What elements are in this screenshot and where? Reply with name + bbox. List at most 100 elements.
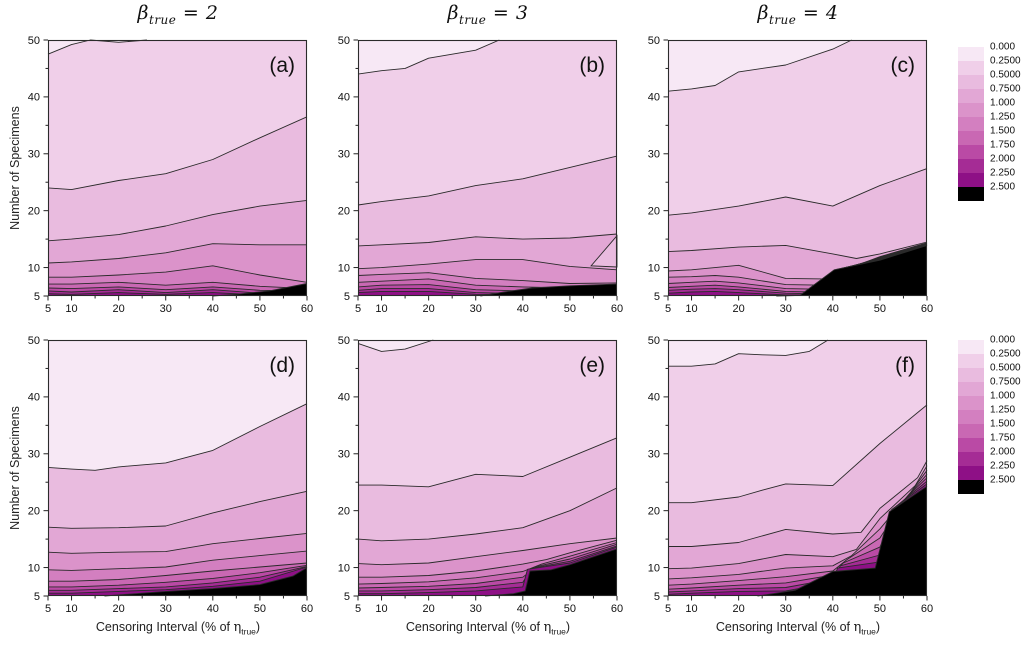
x-tick-label: 5 [665,303,671,315]
legend-level-label: 1.750 [990,432,1016,444]
legend-color-block [958,103,984,117]
legend-color-block [958,89,984,103]
beta-value: = 2 [176,2,219,24]
legend-color-block [958,173,984,187]
legend-level-label: 1.500 [990,418,1016,430]
contour-panel-f: 5 10 20 30 40 50 60 5 10 20 30 40 50 (f) [648,335,933,615]
x-tick-label: 30 [160,603,172,615]
legend-level-label: 1.500 [990,125,1016,137]
x-tick-label: 30 [470,303,482,315]
eta-symbol: η [233,620,242,635]
panel-letter: (b) [579,54,605,77]
legend-color-block [958,159,984,173]
x-tick-label: 10 [685,603,697,615]
eta-subscript: true [861,626,876,637]
y-tick-label: 30 [28,149,40,161]
eta-subscript: true [241,626,256,637]
legend-level-label: 2.500 [990,474,1016,486]
legend-color-block [958,131,984,145]
legend-color-block [958,368,984,382]
x-tick-label: 5 [665,603,671,615]
y-tick-label: 20 [338,505,350,517]
x-axis-title-col2: Censoring Interval (% of ηtrue) [338,620,638,637]
contour-panel-e: 5 10 20 30 40 50 60 5 10 20 30 40 50 (e) [338,335,623,615]
column-title-beta3: βtrue = 3 [358,2,618,27]
x-tick-label: 40 [827,303,839,315]
beta-value: = 3 [486,2,529,24]
y-tick-label: 40 [338,392,350,404]
beta-symbol: β [447,2,459,24]
y-tick-label: 10 [338,262,350,274]
x-tick-label: 5 [45,303,51,315]
legend-color-block [958,466,984,480]
panel-letter: (c) [891,54,916,77]
x-tick-label: 10 [65,303,77,315]
legend-level-label: 1.000 [990,97,1016,109]
y-axis-title-row2: Number of Specimens [8,406,22,530]
y-tick-label: 40 [648,92,660,104]
x-tick-label: 30 [470,603,482,615]
x-tick-label: 20 [423,603,435,615]
y-tick-label: 20 [338,205,350,217]
legend-level-label: 1.000 [990,390,1016,402]
y-tick-label: 10 [338,562,350,574]
x-title-suffix: ) [875,620,881,634]
x-tick-label: 10 [375,303,387,315]
x-tick-label: 5 [355,603,361,615]
x-title-suffix: ) [565,620,571,634]
x-tick-label: 40 [517,303,529,315]
y-tick-label: 40 [648,392,660,404]
y-tick-label: 30 [28,449,40,461]
legend-color-block [958,47,984,61]
panel-letter: (a) [269,54,295,77]
panel-letter: (d) [269,354,295,377]
contour-panel-b: 5 10 20 30 40 50 60 5 10 20 30 40 50 (b) [338,35,623,315]
x-tick-label: 60 [921,303,933,315]
y-tick-label: 10 [28,562,40,574]
x-tick-label: 20 [423,303,435,315]
x-tick-label: 5 [355,303,361,315]
x-tick-label: 20 [113,303,125,315]
x-tick-label: 40 [207,603,219,615]
legend-level-label: 0.2500 [990,55,1021,67]
x-tick-label: 40 [827,603,839,615]
legend-level-label: 2.000 [990,153,1016,165]
x-tick-label: 30 [780,303,792,315]
x-tick-label: 30 [160,303,172,315]
y-axis-title-row1: Number of Specimens [8,106,22,230]
legend-color-block [958,117,984,131]
legend-level-label: 0.5000 [990,69,1021,81]
beta-symbol: β [757,2,769,24]
x-title-suffix: ) [255,620,261,634]
x-tick-label: 60 [301,603,313,615]
y-tick-label: 50 [338,335,350,347]
x-title-text: Censoring Interval (% of [95,620,234,634]
legend-color-block [958,61,984,75]
x-tick-label: 40 [517,603,529,615]
legend-color-block [958,340,984,354]
legend-level-label: 2.000 [990,446,1016,458]
beta-value: = 4 [796,2,839,24]
legend-color-block [958,145,984,159]
y-tick-label: 30 [648,149,660,161]
x-tick-label: 30 [780,603,792,615]
y-tick-label: 50 [28,335,40,347]
legend-color-block [958,354,984,368]
y-tick-label: 40 [28,392,40,404]
y-tick-label: 50 [648,335,660,347]
y-tick-label: 10 [28,262,40,274]
x-tick-label: 40 [207,303,219,315]
y-tick-label: 10 [648,262,660,274]
y-tick-label: 50 [648,35,660,47]
y-tick-label: 30 [338,149,350,161]
y-tick-label: 5 [34,291,40,303]
x-tick-label: 20 [733,603,745,615]
y-tick-label: 20 [648,205,660,217]
x-title-text: Censoring Interval (% of [715,620,854,634]
legend-level-label: 2.250 [990,460,1016,472]
beta-subscript: true [459,12,487,27]
y-tick-label: 20 [648,505,660,517]
y-tick-label: 20 [28,505,40,517]
x-tick-label: 50 [564,603,576,615]
legend-level-label: 0.000 [990,41,1016,53]
